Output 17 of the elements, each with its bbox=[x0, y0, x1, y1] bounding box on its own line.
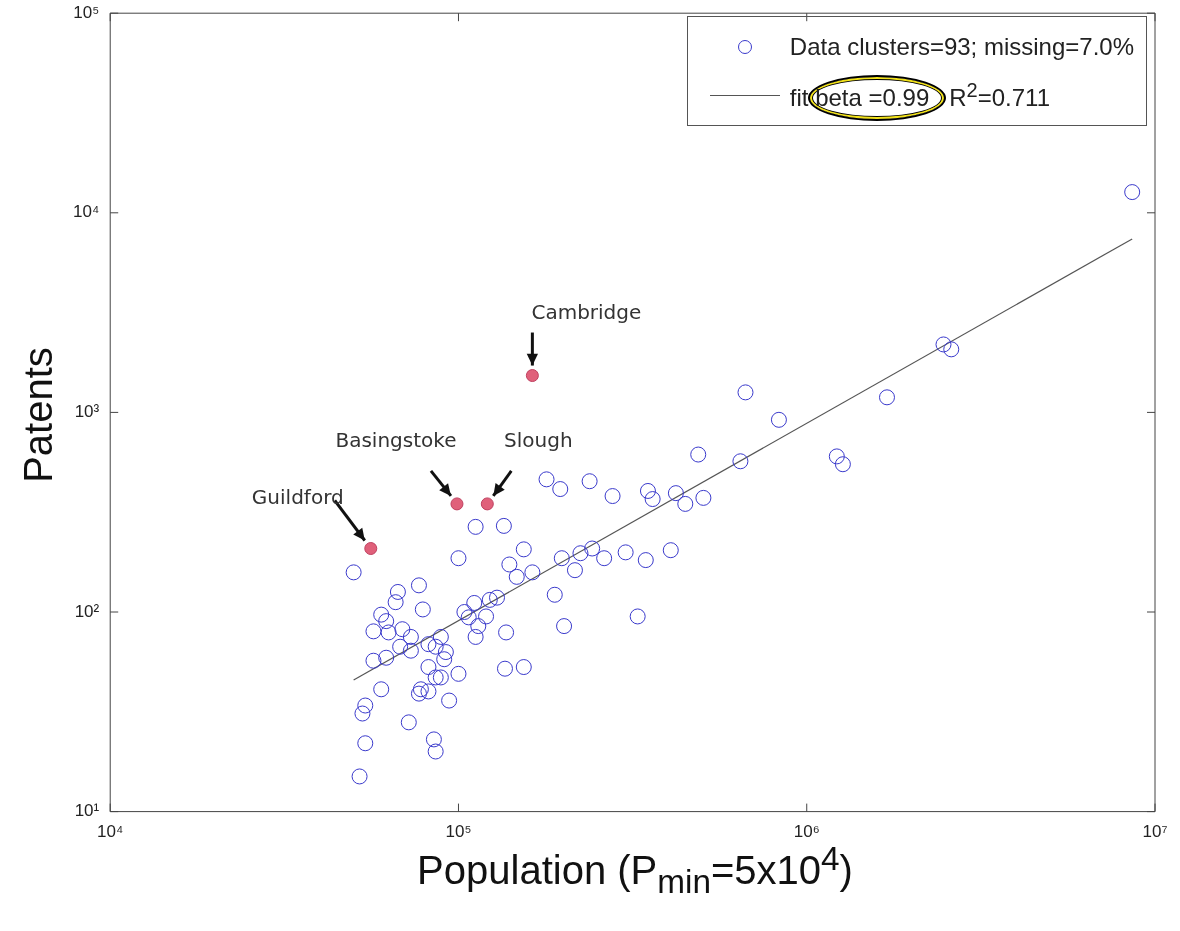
x-tick-label: 10⁷ bbox=[1142, 822, 1168, 842]
x-tick-label: 10⁵ bbox=[445, 822, 472, 842]
y-tick-label: 10³ bbox=[74, 402, 100, 422]
legend-label: Data clusters=93; missing=7.0% bbox=[789, 33, 1134, 61]
y-tick-label: 10⁵ bbox=[73, 2, 100, 22]
legend-label: fit beta =0.99 R$^{2}$=0.711 bbox=[789, 78, 1051, 112]
y-tick-label: 10² bbox=[74, 601, 100, 621]
y-axis-title: Patents bbox=[15, 347, 61, 483]
y-tick-label: 10⁴ bbox=[73, 202, 100, 222]
y-tick-label: 10¹ bbox=[74, 801, 100, 821]
annotation: Basingstoke bbox=[335, 428, 457, 453]
x-tick-label: 10⁴ bbox=[97, 822, 124, 842]
x-axis-title: Population (P$_{min}$=5x10$^{4}$) bbox=[416, 840, 854, 902]
x-tick-label: 10⁶ bbox=[793, 822, 820, 842]
annotation: Slough bbox=[504, 428, 573, 453]
annotation: Cambridge bbox=[531, 299, 642, 324]
annotation: Guildford bbox=[251, 484, 344, 509]
